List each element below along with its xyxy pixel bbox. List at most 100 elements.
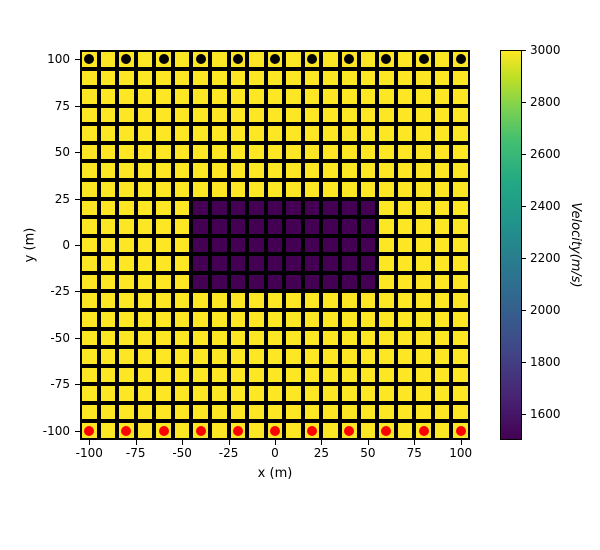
colorbar-tick-label: 2000 (530, 303, 561, 317)
grid-cell (266, 124, 285, 143)
grid-cell (340, 180, 359, 199)
grid-cell (433, 329, 452, 348)
grid-cell (173, 161, 192, 180)
grid-cell (80, 143, 99, 162)
grid-cell (154, 199, 173, 218)
grid-cell (451, 180, 470, 199)
grid-cell (191, 106, 210, 125)
grid-cell (284, 143, 303, 162)
grid-cell (414, 143, 433, 162)
grid-cell (247, 366, 266, 385)
x-tick-label: 50 (360, 446, 375, 460)
grid-cell (266, 69, 285, 88)
grid-cell (359, 199, 378, 218)
grid-cell (303, 106, 322, 125)
grid-cell (451, 403, 470, 422)
grid-cell (414, 384, 433, 403)
grid-cell (396, 254, 415, 273)
grid-cell (451, 87, 470, 106)
grid-cell (340, 106, 359, 125)
grid-cell (340, 329, 359, 348)
grid-cell (99, 106, 118, 125)
grid-cell (247, 50, 266, 69)
grid-cell (210, 310, 229, 329)
grid-cell (80, 124, 99, 143)
grid-cell (247, 87, 266, 106)
colorbar-tick-label: 2800 (530, 95, 561, 109)
grid-cell (321, 50, 340, 69)
grid-cell (247, 180, 266, 199)
x-tick-label: -25 (219, 446, 239, 460)
source-marker (270, 54, 280, 64)
grid-cell (377, 329, 396, 348)
x-tick-label: 75 (407, 446, 422, 460)
grid-cell (210, 50, 229, 69)
grid-cell (414, 310, 433, 329)
grid-cell (433, 161, 452, 180)
x-tick (414, 440, 415, 445)
grid-cell (377, 347, 396, 366)
grid-cell (247, 124, 266, 143)
grid-cell (173, 347, 192, 366)
grid-cell (359, 69, 378, 88)
grid-cell (173, 329, 192, 348)
grid-cell (117, 199, 136, 218)
grid-cell (359, 273, 378, 292)
grid-cell (414, 87, 433, 106)
grid-cell (396, 329, 415, 348)
grid-cell (359, 291, 378, 310)
grid-cell (414, 366, 433, 385)
grid-cell (340, 384, 359, 403)
grid-cell (396, 124, 415, 143)
receiver-marker (419, 426, 429, 436)
grid-cell (117, 161, 136, 180)
grid-cell (247, 254, 266, 273)
grid-cell (321, 347, 340, 366)
grid-cell (414, 161, 433, 180)
grid-cell (451, 217, 470, 236)
colorbar-tick (522, 362, 526, 363)
grid-cell (99, 254, 118, 273)
grid-cell (117, 254, 136, 273)
grid-cell (247, 161, 266, 180)
x-tick (461, 440, 462, 445)
grid-cell (173, 403, 192, 422)
grid-cell (414, 291, 433, 310)
source-marker (121, 54, 131, 64)
grid-cell (210, 87, 229, 106)
grid-cell (173, 50, 192, 69)
grid-cell (377, 254, 396, 273)
grid-cell (154, 106, 173, 125)
grid-cell (303, 273, 322, 292)
grid-cell (229, 161, 248, 180)
grid-cell (117, 236, 136, 255)
grid-cell (80, 384, 99, 403)
grid-cell (191, 69, 210, 88)
y-tick (75, 199, 80, 200)
colorbar-tick-label: 2400 (530, 199, 561, 213)
grid-cell (433, 403, 452, 422)
source-marker (307, 54, 317, 64)
grid-cell (414, 347, 433, 366)
grid-cell (117, 291, 136, 310)
grid-cell (303, 87, 322, 106)
grid-cell (433, 347, 452, 366)
grid-cell (266, 310, 285, 329)
grid-cell (229, 180, 248, 199)
colorbar-tick (522, 310, 526, 311)
grid-cell (451, 273, 470, 292)
grid-cell (210, 366, 229, 385)
grid-cell (451, 199, 470, 218)
grid-cell (99, 384, 118, 403)
receiver-marker (233, 426, 243, 436)
grid-cell (210, 291, 229, 310)
grid-cell (451, 69, 470, 88)
grid-cell (154, 87, 173, 106)
grid-cell (396, 217, 415, 236)
grid-cell (173, 384, 192, 403)
grid-cell (99, 236, 118, 255)
grid-cell (117, 124, 136, 143)
grid-cell (359, 347, 378, 366)
grid-cell (247, 421, 266, 440)
velocity-heatmap (80, 50, 470, 440)
